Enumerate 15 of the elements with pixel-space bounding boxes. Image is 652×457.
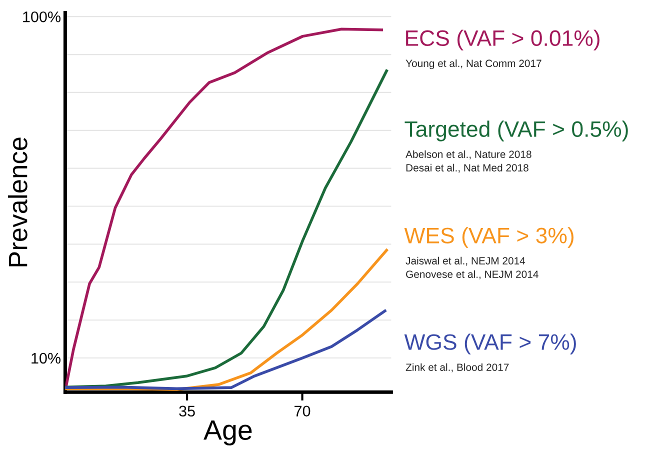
text: Zink et al., Blood 2017 <box>406 363 509 372</box>
text: Young et al., Nat Comm 2017 <box>406 59 542 70</box>
text: Abelson et al., Nature 2018 Desai et al., Nat Med 2018 <box>406 150 532 173</box>
y-tick-label: 10% <box>32 352 60 364</box>
x-tick-label: 35 <box>179 406 195 417</box>
series-label: WES (VAF > 3%) <box>404 227 574 248</box>
x-axis-title: Age <box>204 420 252 446</box>
line-series <box>65 310 386 390</box>
y-axis-title: Prevalence <box>8 138 28 266</box>
text: Jaiswal et al., NEJM 2014 Genovese et al., NEJM 2014 <box>406 256 538 280</box>
series-label: WGS (VAF > 7%) <box>404 334 576 354</box>
series-label: Targeted (VAF > 0.5%) <box>404 120 628 142</box>
y-tick-label: 100% <box>23 11 60 22</box>
x-tick-label: 70 <box>294 406 310 417</box>
series-label: ECS (VAF > 0.01%) <box>406 30 600 50</box>
